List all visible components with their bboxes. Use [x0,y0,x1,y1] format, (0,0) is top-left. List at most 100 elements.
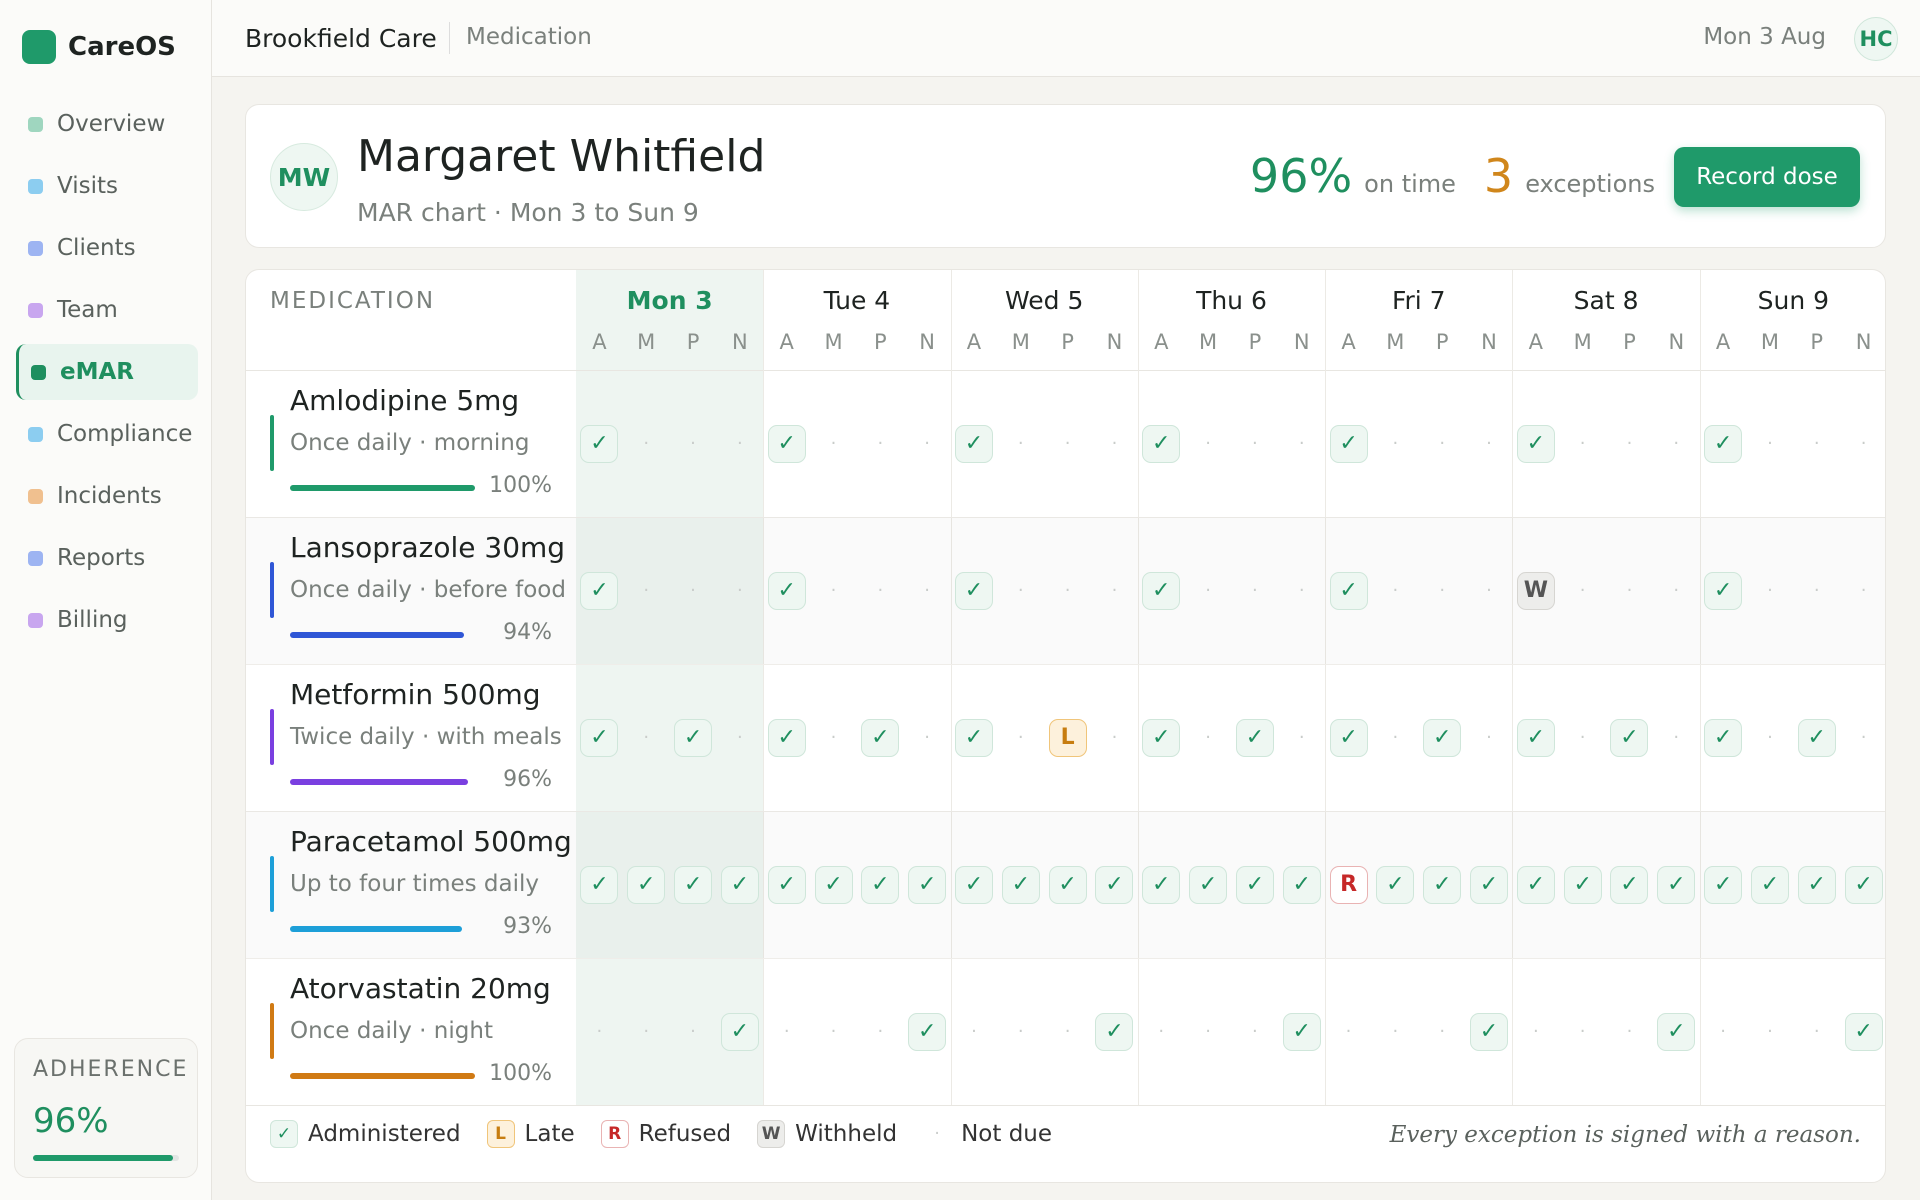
dose-status[interactable]: ✓ [580,865,619,904]
dose-status[interactable]: R [1329,865,1368,904]
dose-cell: ✓ [1138,517,1185,664]
dose-status[interactable]: ✓ [1329,718,1368,757]
dose-status[interactable]: ✓ [1470,865,1508,904]
day-label: Fri 7 [1391,286,1446,315]
nav-item[interactable]: Compliance [16,406,198,462]
dose-status[interactable]: ✓ [1142,865,1181,904]
dose-status[interactable]: ✓ [1563,865,1602,904]
adherence-label: 93% [503,914,552,939]
dose-status[interactable]: ✓ [861,865,900,904]
dose-status[interactable]: ✓ [1610,718,1649,757]
dose-cell: ✓ [1325,517,1372,664]
dose-status[interactable]: ✓ [1797,865,1836,904]
nav-item[interactable]: Team [16,282,198,338]
dose-status[interactable]: ✓ [720,1012,759,1051]
dose-cell: ✓ [1232,664,1279,811]
dose-status[interactable]: ✓ [580,424,619,463]
dose-status[interactable]: ✓ [1189,865,1228,904]
dose-status[interactable]: ✓ [1704,424,1743,463]
dose-status[interactable]: ✓ [954,865,993,904]
dose-status[interactable]: ✓ [767,424,806,463]
record-dose-button[interactable]: Record dose [1674,147,1860,207]
dose-status[interactable]: ✓ [1235,718,1274,757]
legend-item: R Refused [600,1120,731,1148]
dose-status[interactable]: ✓ [627,865,666,904]
nav-item[interactable]: eMAR [16,344,198,400]
dose-status[interactable]: ✓ [1704,865,1743,904]
dose-status[interactable]: ✓ [1657,865,1696,904]
dose-status[interactable]: ✓ [1423,718,1462,757]
dose-status[interactable]: ✓ [1142,424,1181,463]
dose-status[interactable]: ✓ [767,718,806,757]
dose-cell: · [1466,370,1513,517]
dose-status[interactable]: ✓ [674,865,713,904]
dose-status[interactable]: ✓ [767,865,806,904]
dose-status[interactable]: ✓ [1282,865,1321,904]
dose-status[interactable]: ✓ [1282,1012,1321,1051]
slot-label: N [1106,330,1123,354]
nav-item[interactable]: Billing [16,592,198,648]
dose-status[interactable]: ✓ [954,718,993,757]
dose-cell: ✓ [1606,811,1653,958]
dose-status: · [1158,1021,1165,1042]
dose-status[interactable]: ✓ [1657,1012,1696,1051]
dose-status[interactable]: ✓ [1470,1012,1508,1051]
dose-status[interactable]: ✓ [1235,865,1274,904]
dose-status: · [1486,580,1492,601]
nav-item[interactable]: Clients [16,220,198,276]
dose-status[interactable]: ✓ [954,424,993,463]
nav-label: eMAR [60,359,134,385]
nav-item[interactable]: Overview [16,96,198,152]
nav-dot [28,240,43,256]
dose-status[interactable]: ✓ [1704,571,1743,610]
dose-status[interactable]: ✓ [1750,865,1789,904]
dose-status[interactable]: ✓ [1048,865,1087,904]
dose-status[interactable]: ✓ [767,571,806,610]
nav-label: Billing [57,607,128,633]
dose-status[interactable]: ✓ [908,865,947,904]
dose-status[interactable]: ✓ [580,718,619,757]
dose-status[interactable]: ✓ [1329,571,1368,610]
dose-status[interactable]: ✓ [1095,1012,1134,1051]
dose-status[interactable]: ✓ [580,571,619,610]
adherence-value: 96% [33,1101,109,1141]
dose-status[interactable]: ✓ [1610,865,1649,904]
slot-label: A [1341,330,1356,354]
legend-symbol: · [934,1124,940,1144]
dose-status[interactable]: ✓ [674,718,713,757]
user-avatar[interactable]: HC [1854,17,1898,61]
dose-cell: ✓ [810,811,857,958]
dose-status[interactable]: ✓ [1516,865,1555,904]
patient-name: Margaret Whitfield [357,131,766,182]
dose-status[interactable]: ✓ [1001,865,1040,904]
dose-cell: · [1278,517,1325,664]
dose-status[interactable]: ✓ [1844,1012,1883,1051]
dose-cell: · [1372,664,1419,811]
dose-status[interactable]: ✓ [1376,865,1415,904]
dose-status[interactable]: ✓ [814,865,853,904]
dose-status[interactable]: ✓ [908,1012,947,1051]
dose-status[interactable]: ✓ [720,865,759,904]
dose-cell: · [1091,664,1138,811]
dose-status[interactable]: ✓ [954,571,993,610]
nav-item[interactable]: Reports [16,530,198,586]
dose-status[interactable]: ✓ [1142,718,1181,757]
nav-item[interactable]: Visits [16,158,198,214]
dose-status[interactable]: ✓ [1142,571,1181,610]
dose-status[interactable]: ✓ [1423,865,1462,904]
nav-item[interactable]: Incidents [16,468,198,524]
dose-status[interactable]: ✓ [1516,718,1555,757]
dose-status[interactable]: ✓ [1797,718,1836,757]
dose-status[interactable]: ✓ [1095,865,1134,904]
dose-status[interactable]: ✓ [1329,424,1368,463]
dose-cell: · [1419,370,1466,517]
dose-cell: ✓ [951,811,998,958]
dose-status[interactable]: ✓ [1844,865,1883,904]
dose-cell: ✓ [904,811,951,958]
dose-status[interactable]: ✓ [1516,424,1555,463]
dose-status[interactable]: ✓ [861,718,900,757]
dose-status: · [1111,433,1118,454]
dose-status[interactable]: W [1516,571,1555,610]
dose-status[interactable]: L [1048,718,1087,757]
dose-status[interactable]: ✓ [1704,718,1743,757]
